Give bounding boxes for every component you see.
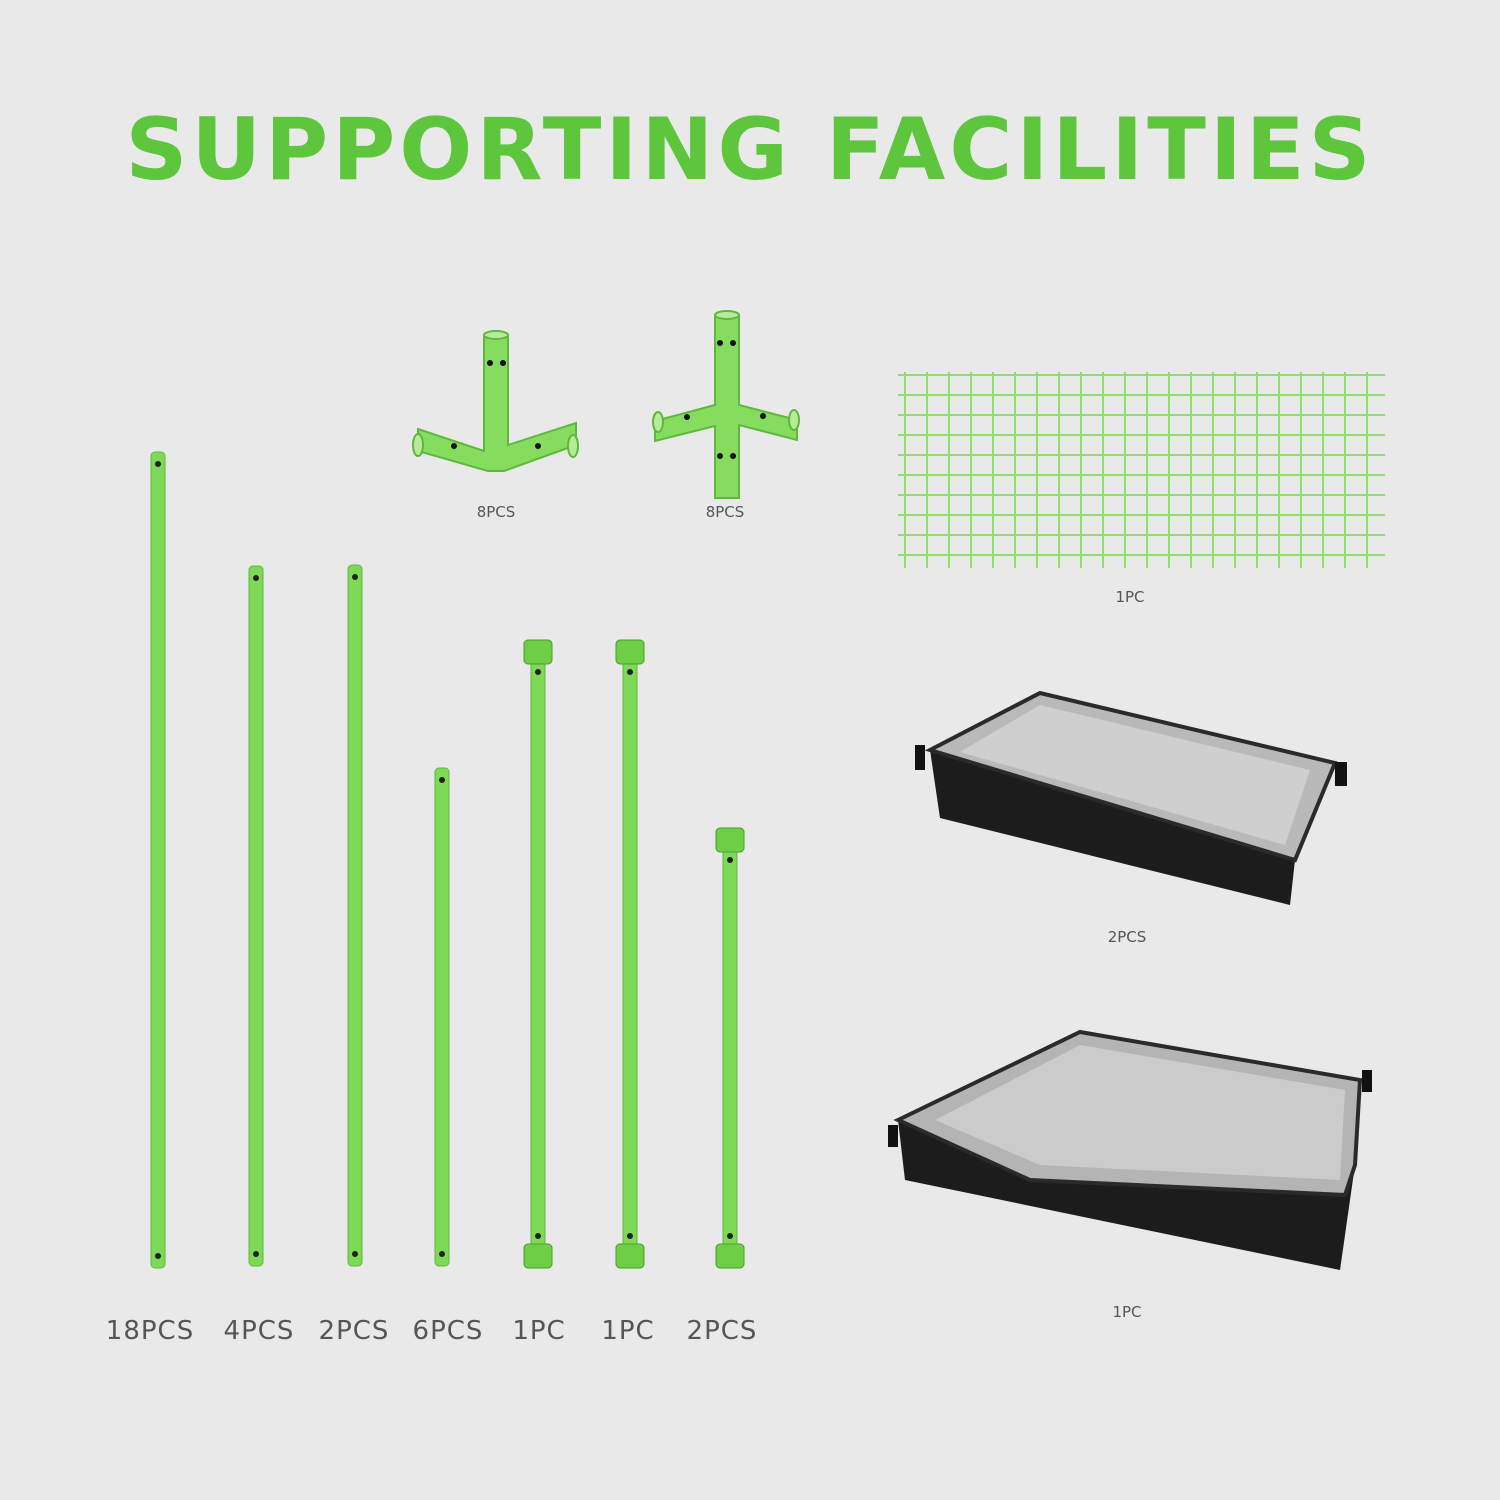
pole-image-clamp-bar-a bbox=[523, 639, 553, 1269]
square-tray-image bbox=[888, 1029, 1372, 1270]
pole-quantity: 4PCS bbox=[223, 1316, 295, 1346]
pole-image-pole-long bbox=[150, 451, 166, 1269]
pole-quantity: 18PCS bbox=[105, 1316, 195, 1346]
pole-quantity: 2PCS bbox=[686, 1316, 758, 1346]
pole-image-clamp-bar-b bbox=[615, 639, 645, 1269]
four-way-connector-image bbox=[652, 310, 800, 499]
rectangular-tray-image bbox=[915, 690, 1347, 905]
pole-quantity: 1PC bbox=[512, 1316, 566, 1346]
three-way-connector-image bbox=[412, 330, 579, 472]
pole-quantity: 2PCS bbox=[318, 1316, 390, 1346]
pole-quantity: 1PC bbox=[601, 1316, 655, 1346]
trellis-net-image bbox=[898, 372, 1385, 568]
net-quantity: 1PC bbox=[1115, 588, 1145, 606]
pole-image-pole-short bbox=[434, 767, 450, 1267]
page-title: SUPPORTING FACILITIES bbox=[125, 100, 1375, 200]
tray-quantity: 1PC bbox=[1112, 1303, 1142, 1321]
connector-quantity: 8PCS bbox=[705, 503, 745, 521]
pole-image-pole-medium-b bbox=[347, 564, 363, 1267]
tray-quantity: 2PCS bbox=[1107, 928, 1147, 946]
connector-quantity: 8PCS bbox=[476, 503, 516, 521]
pole-quantity: 6PCS bbox=[412, 1316, 484, 1346]
pole-image-clamp-bar-short bbox=[715, 827, 745, 1269]
pole-image-pole-medium-a bbox=[248, 565, 264, 1267]
